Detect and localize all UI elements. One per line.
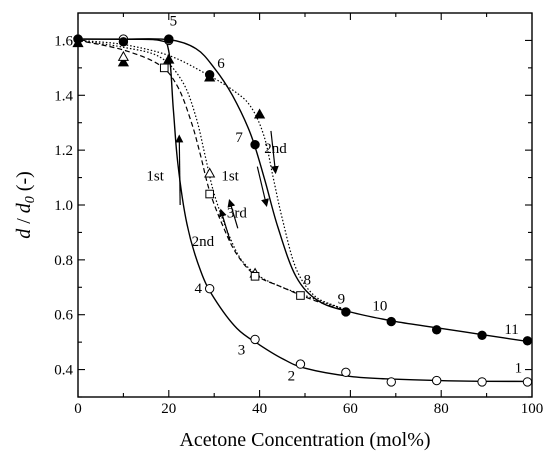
data-point [117,50,130,61]
x-tick-label: 60 [343,401,358,417]
y-tick-label: 1.0 [54,198,73,214]
data-point [386,316,396,327]
data-point [118,37,129,47]
direction-arrow [270,130,279,175]
data-point [341,367,351,378]
point-number-label: 6 [217,56,225,72]
point-number-label: 5 [170,13,178,29]
data-point [204,71,216,82]
y-tick-label: 0.4 [54,363,73,379]
y-axis-title-d: d [13,228,35,239]
point-number-label: 7 [235,130,243,146]
data-point [163,53,175,64]
y-axis-title-d0: d [13,202,35,213]
data-point [296,291,305,300]
arrows-layer [175,130,279,241]
data-point [253,108,266,119]
data-point [117,56,130,67]
point-number-label: 9 [338,292,346,308]
data-point [431,375,442,386]
y-axis-title-slash: / [13,213,35,229]
markers-layer [72,34,533,387]
y-tick-label: 1.2 [54,143,73,159]
data-point [250,139,260,150]
data-point [250,334,260,345]
curves-layer [77,38,533,383]
series-line [77,38,533,343]
data-point [477,330,487,340]
data-point [164,34,174,44]
point-number-label: 11 [504,322,518,338]
direction-arrow [218,208,231,241]
data-point [477,377,487,387]
data-point [250,272,260,281]
data-point [386,377,396,387]
data-point [205,189,214,199]
x-axis-title: Acetone Concentration (mol%) [179,429,430,451]
x-tick-label: 80 [434,401,449,417]
y-axis-title: d / d0 (-) [13,171,38,239]
plot-frame [77,12,533,398]
y-axis-ticks: 0.4 0.6 0.8 1.0 1.2 1.4 1.6 [54,33,532,398]
direction-arrow [175,134,184,206]
data-point [431,325,442,335]
cycle-label: 2nd [264,141,287,157]
cycle-label: 2nd [192,234,215,250]
x-axis-ticks: 0 20 40 60 80 100 [74,13,543,417]
direction-arrow [227,198,239,229]
x-tick-label: 20 [161,401,176,417]
data-point [522,336,533,346]
x-tick-label: 0 [74,401,82,417]
data-point [522,377,533,387]
point-number-label: 8 [304,273,312,289]
data-point [341,307,351,317]
y-tick-label: 0.6 [54,308,73,324]
x-tick-label: 100 [521,401,544,417]
cycle-label: 1st [146,168,164,184]
y-tick-label: 0.8 [54,253,73,269]
y-tick-label: 1.4 [54,88,73,104]
data-point [204,283,215,294]
cycle-label: 1st [221,168,239,184]
direction-arrow [256,166,269,207]
data-point [204,167,216,178]
axes-layer [77,12,533,398]
cycle-label: 3rd [227,205,247,221]
point-number-label: 10 [372,299,387,315]
y-tick-label: 1.6 [54,33,73,49]
point-number-label: 4 [195,281,203,297]
series-line [77,38,533,383]
y-axis-title-unit: (-) [13,171,35,196]
annotations-layer: 1 2 3 4 5 6 7 8 9 10 11 1st 1st 2nd 3rd 2nd [146,13,522,384]
point-number-label: 3 [238,342,246,358]
point-number-label: 2 [288,369,296,385]
data-point [159,63,169,73]
point-number-label: 1 [515,360,523,376]
y-axis-title-subscript: 0 [23,196,38,203]
x-tick-label: 40 [252,401,267,417]
data-point [295,359,306,369]
